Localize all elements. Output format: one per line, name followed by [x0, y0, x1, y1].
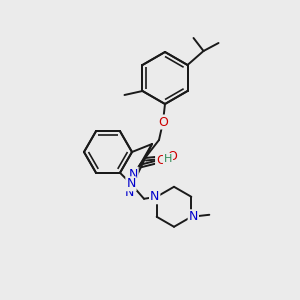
Text: O: O	[156, 154, 166, 167]
Text: N: N	[150, 190, 159, 203]
Text: H: H	[164, 154, 172, 164]
Text: O: O	[167, 151, 177, 164]
Text: N: N	[189, 210, 198, 223]
Text: N: N	[126, 177, 136, 190]
Text: O: O	[158, 116, 168, 128]
Text: N: N	[128, 167, 138, 181]
Text: N: N	[124, 187, 134, 200]
